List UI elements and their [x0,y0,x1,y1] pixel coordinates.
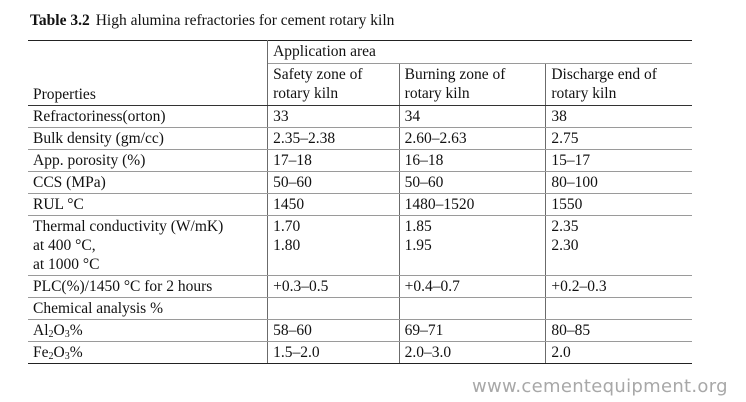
value-cell: 1480–1520 [398,193,547,216]
table-row: Al2O3% 58–60 69–71 80–85 [28,319,692,342]
value-cell: 34 [398,105,547,128]
value-cell: +0.2–0.3 [545,275,692,298]
value-cell: 1.5–2.0 [267,341,400,364]
table-row: Fe2O3% 1.5–2.0 2.0–3.0 2.0 [28,341,692,364]
header-row-columns: Properties Safety zone of rotary kiln Bur… [28,63,692,106]
column-header-burning-zone: Burning zone of rotary kiln [398,63,547,106]
property-cell: App. porosity (%) [28,149,269,172]
value-cell: 58–60 [267,319,400,342]
application-area-header: Application area [267,40,692,64]
properties-header: Properties [28,63,269,106]
table-number: Table 3.2 [30,12,90,29]
value-cell: 16–18 [398,149,547,172]
value-cell: 69–71 [398,319,547,342]
column-header-safety-zone: Safety zone of rotary kiln [267,63,400,106]
value-cell: 1.70 1.80 [267,215,400,276]
value-cell: 33 [267,105,400,128]
property-cell: Bulk density (gm/cc) [28,127,269,150]
value-cell: 2.60–2.63 [398,127,547,150]
value-cell: 80–100 [545,171,692,194]
table-caption: Table 3.2 High alumina refractories for c… [30,12,394,30]
value-cell: 15–17 [545,149,692,172]
table-row: PLC(%)/1450 °C for 2 hours +0.3–0.5 +0.4… [28,275,692,298]
property-cell: Refractoriness(orton) [28,105,269,128]
watermark: www.cementequipment.org [472,376,728,397]
table-row: RUL °C 1450 1480–1520 1550 [28,193,692,216]
property-cell: Thermal conductivity (W/mK) at 400 °C, at … [28,215,269,276]
table-row-thermal: Thermal conductivity (W/mK) at 400 °C, at … [28,215,692,276]
value-cell: 38 [545,105,692,128]
property-cell: Fe2O3% [28,341,269,364]
value-cell: 2.0–3.0 [398,341,547,364]
empty-cell [267,297,400,320]
chemical-analysis-label: Chemical analysis % [28,297,269,320]
value-cell: 2.0 [545,341,692,364]
header-row-group: Application area [28,40,692,64]
value-cell: 50–60 [267,171,400,194]
table-row: App. porosity (%) 17–18 16–18 15–17 [28,149,692,172]
table-title: High alumina refractories for cement rot… [95,12,395,29]
value-cell: 80–85 [545,319,692,342]
property-cell: PLC(%)/1450 °C for 2 hours [28,275,269,298]
empty-cell [545,297,692,320]
value-cell: +0.3–0.5 [267,275,400,298]
property-cell: CCS (MPa) [28,171,269,194]
table-row: Refractoriness(orton) 33 34 38 [28,105,692,128]
value-cell: 1.85 1.95 [398,215,547,276]
value-cell: 2.35 2.30 [545,215,692,276]
refractories-table: Application area Properties Safety zone … [28,40,692,364]
value-cell: 2.75 [545,127,692,150]
table-row: Bulk density (gm/cc) 2.35–2.38 2.60–2.63… [28,127,692,150]
value-cell: 1550 [545,193,692,216]
empty-cell [398,297,547,320]
column-header-discharge-end: Discharge end of rotary kiln [545,63,692,106]
table-row: CCS (MPa) 50–60 50–60 80–100 [28,171,692,194]
value-cell: +0.4–0.7 [398,275,547,298]
value-cell: 1450 [267,193,400,216]
header-blank-cell [28,40,269,64]
value-cell: 17–18 [267,149,400,172]
table-row-chemical: Chemical analysis % [28,297,692,320]
value-cell: 50–60 [398,171,547,194]
value-cell: 2.35–2.38 [267,127,400,150]
property-cell: RUL °C [28,193,269,216]
property-cell: Al2O3% [28,319,269,342]
